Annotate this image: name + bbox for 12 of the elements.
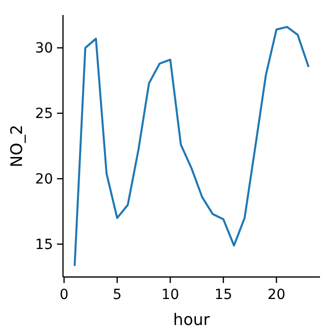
x-tick-label: 5	[112, 287, 122, 303]
y-tick-label: 15	[35, 237, 53, 254]
y-axis-title: NO_2	[7, 124, 26, 168]
x-tick-label: 20	[268, 287, 286, 303]
line-series	[74, 26, 310, 266]
x-axis-title: hour	[173, 310, 210, 329]
x-tick-label: 10	[161, 287, 180, 303]
y-tick-label: 30	[35, 40, 53, 57]
y-tick-label: 20	[35, 172, 53, 188]
x-tick-label: 15	[214, 287, 232, 303]
x-tick-label: 0	[60, 287, 69, 303]
y-tick-label: 25	[35, 106, 53, 122]
